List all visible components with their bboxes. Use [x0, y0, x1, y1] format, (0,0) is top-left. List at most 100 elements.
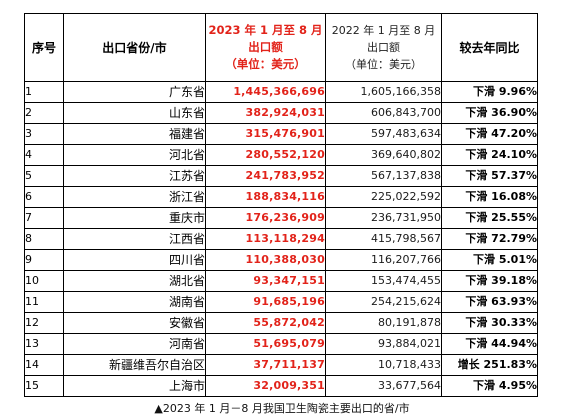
cell-seq: 12	[24, 312, 64, 334]
cell-province: 河北省	[63, 144, 206, 166]
table-row: 15 上海市 32,009,351 33,677,564 下滑 4.95%	[24, 375, 538, 397]
header-2023-line-3: （单位：美元）	[225, 57, 306, 71]
cell-yoy: 下滑 24.10%	[441, 144, 538, 166]
header-yoy: 较去年同比	[441, 13, 538, 82]
cell-province: 福建省	[63, 123, 206, 145]
cell-export-2022: 116,207,766	[325, 249, 442, 271]
table-row: 5 江苏省 241,783,952 567,137,838 下滑 57.37%	[24, 165, 538, 187]
table-body: 1 广东省 1,445,366,696 1,605,166,358 下滑 9.96% 2 山…	[24, 81, 538, 397]
cell-province: 重庆市	[63, 207, 206, 229]
cell-export-2022: 415,798,567	[325, 228, 442, 250]
cell-export-2023: 315,476,901	[205, 123, 326, 145]
cell-yoy: 下滑 47.20%	[441, 123, 538, 145]
header-seq: 序号	[24, 13, 64, 82]
table-row: 10 湖北省 93,347,151 153,474,455 下滑 39.18%	[24, 270, 538, 292]
cell-province: 四川省	[63, 249, 206, 271]
cell-yoy: 下滑 44.94%	[441, 333, 538, 355]
cell-yoy: 下滑 39.18%	[441, 270, 538, 292]
cell-export-2023: 113,118,294	[205, 228, 326, 250]
table-row: 14 新疆维吾尔自治区 37,711,137 10,718,433 增长 251.83%	[24, 354, 538, 376]
cell-export-2023: 176,236,909	[205, 207, 326, 229]
cell-yoy: 增长 251.83%	[441, 354, 538, 376]
cell-yoy: 下滑 72.79%	[441, 228, 538, 250]
table-row: 2 山东省 382,924,031 606,843,700 下滑 36.90%	[24, 102, 538, 124]
cell-seq: 10	[24, 270, 64, 292]
header-2022-export: 2022 年 1 月至 8 月 出口额 （单位：美元）	[325, 13, 442, 82]
cell-yoy: 下滑 57.37%	[441, 165, 538, 187]
cell-export-2023: 1,445,366,696	[205, 81, 326, 103]
cell-province: 安徽省	[63, 312, 206, 334]
cell-seq: 14	[24, 354, 64, 376]
cell-seq: 3	[24, 123, 64, 145]
cell-yoy: 下滑 30.33%	[441, 312, 538, 334]
table-row: 12 安徽省 55,872,042 80,191,878 下滑 30.33%	[24, 312, 538, 334]
cell-export-2023: 55,872,042	[205, 312, 326, 334]
cell-province: 湖北省	[63, 270, 206, 292]
cell-seq: 4	[24, 144, 64, 166]
cell-seq: 9	[24, 249, 64, 271]
cell-export-2022: 225,022,592	[325, 186, 442, 208]
cell-export-2022: 153,474,455	[325, 270, 442, 292]
cell-province: 新疆维吾尔自治区	[63, 354, 206, 376]
table-row: 3 福建省 315,476,901 597,483,634 下滑 47.20%	[24, 123, 538, 145]
export-table: 序号 出口省份/市 2023 年 1 月至 8 月 出口额 （单位：美元） 20…	[24, 13, 538, 397]
table-row: 11 湖南省 91,685,196 254,215,624 下滑 63.93%	[24, 291, 538, 313]
cell-yoy: 下滑 25.55%	[441, 207, 538, 229]
header-2022-line-2: 出口额	[367, 41, 400, 54]
cell-export-2023: 382,924,031	[205, 102, 326, 124]
cell-seq: 6	[24, 186, 64, 208]
cell-export-2022: 254,215,624	[325, 291, 442, 313]
cell-yoy: 下滑 4.95%	[441, 375, 538, 397]
table-row: 1 广东省 1,445,366,696 1,605,166,358 下滑 9.96%	[24, 81, 538, 103]
cell-export-2022: 1,605,166,358	[325, 81, 442, 103]
cell-export-2023: 32,009,351	[205, 375, 326, 397]
cell-seq: 11	[24, 291, 64, 313]
cell-province: 湖南省	[63, 291, 206, 313]
table-row: 8 江西省 113,118,294 415,798,567 下滑 72.79%	[24, 228, 538, 250]
cell-yoy: 下滑 36.90%	[441, 102, 538, 124]
cell-export-2022: 10,718,433	[325, 354, 442, 376]
cell-export-2022: 597,483,634	[325, 123, 442, 145]
cell-yoy: 下滑 9.96%	[441, 81, 538, 103]
cell-seq: 8	[24, 228, 64, 250]
cell-seq: 5	[24, 165, 64, 187]
cell-yoy: 下滑 16.08%	[441, 186, 538, 208]
cell-province: 江苏省	[63, 165, 206, 187]
header-2023-export: 2023 年 1 月至 8 月 出口额 （单位：美元）	[205, 13, 326, 82]
cell-export-2022: 236,731,950	[325, 207, 442, 229]
cell-seq: 13	[24, 333, 64, 355]
cell-province: 河南省	[63, 333, 206, 355]
cell-province: 上海市	[63, 375, 206, 397]
cell-province: 江西省	[63, 228, 206, 250]
cell-seq: 2	[24, 102, 64, 124]
cell-export-2023: 188,834,116	[205, 186, 326, 208]
cell-export-2022: 80,191,878	[325, 312, 442, 334]
cell-seq: 15	[24, 375, 64, 397]
cell-yoy: 下滑 63.93%	[441, 291, 538, 313]
cell-export-2022: 606,843,700	[325, 102, 442, 124]
table-row: 7 重庆市 176,236,909 236,731,950 下滑 25.55%	[24, 207, 538, 229]
table-row: 6 浙江省 188,834,116 225,022,592 下滑 16.08%	[24, 186, 538, 208]
cell-export-2023: 110,388,030	[205, 249, 326, 271]
cell-seq: 1	[24, 81, 64, 103]
header-2023-line-2: 出口额	[248, 40, 283, 54]
cell-yoy: 下滑 5.01%	[441, 249, 538, 271]
table-row: 13 河南省 51,695,079 93,884,021 下滑 44.94%	[24, 333, 538, 355]
cell-seq: 7	[24, 207, 64, 229]
table-row: 4 河北省 280,552,120 369,640,802 下滑 24.10%	[24, 144, 538, 166]
cell-province: 广东省	[63, 81, 206, 103]
cell-export-2022: 369,640,802	[325, 144, 442, 166]
cell-export-2023: 280,552,120	[205, 144, 326, 166]
cell-province: 山东省	[63, 102, 206, 124]
header-2023-line-1: 2023 年 1 月至 8 月	[208, 23, 323, 37]
table-row: 9 四川省 110,388,030 116,207,766 下滑 5.01%	[24, 249, 538, 271]
table-caption: ▲2023 年 1 月－8 月我国卫生陶瓷主要出口的省/市	[154, 402, 410, 415]
cell-export-2023: 93,347,151	[205, 270, 326, 292]
cell-export-2023: 37,711,137	[205, 354, 326, 376]
cell-export-2023: 241,783,952	[205, 165, 326, 187]
cell-export-2023: 91,685,196	[205, 291, 326, 313]
cell-province: 浙江省	[63, 186, 206, 208]
export-table-container: 序号 出口省份/市 2023 年 1 月至 8 月 出口额 （单位：美元） 20…	[24, 13, 538, 397]
cell-export-2022: 33,677,564	[325, 375, 442, 397]
header-2022-line-1: 2022 年 1 月至 8 月	[331, 24, 436, 37]
